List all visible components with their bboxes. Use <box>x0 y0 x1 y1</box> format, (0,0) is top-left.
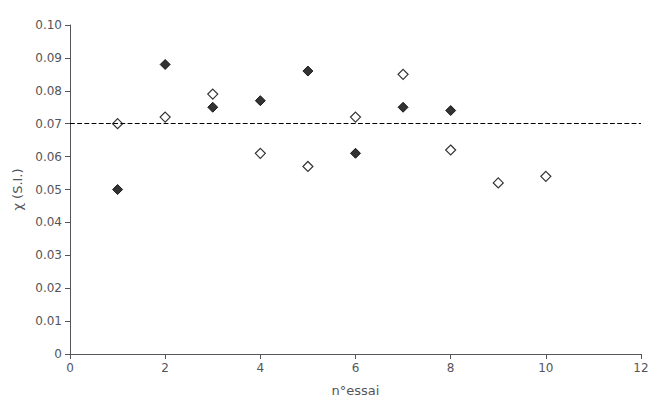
svg-text:4: 4 <box>257 361 265 375</box>
svg-text:0.02: 0.02 <box>35 281 62 295</box>
svg-text:0: 0 <box>66 361 74 375</box>
svg-text:0.03: 0.03 <box>35 248 62 262</box>
svg-text:0.10: 0.10 <box>35 18 62 32</box>
svg-text:2: 2 <box>161 361 169 375</box>
svg-text:0.07: 0.07 <box>35 117 62 131</box>
svg-text:0.04: 0.04 <box>35 215 62 229</box>
svg-text:10: 10 <box>538 361 553 375</box>
svg-text:0.08: 0.08 <box>35 84 62 98</box>
svg-text:0.01: 0.01 <box>35 314 62 328</box>
svg-text:6: 6 <box>352 361 360 375</box>
svg-text:n°essai: n°essai <box>332 383 380 398</box>
svg-text:0.05: 0.05 <box>35 183 62 197</box>
svg-text:8: 8 <box>447 361 455 375</box>
svg-text:12: 12 <box>633 361 648 375</box>
svg-text:χ (S.I.): χ (S.I.) <box>10 168 25 210</box>
svg-text:0.06: 0.06 <box>35 150 62 164</box>
svg-text:0: 0 <box>54 347 62 361</box>
svg-text:0.09: 0.09 <box>35 51 62 65</box>
